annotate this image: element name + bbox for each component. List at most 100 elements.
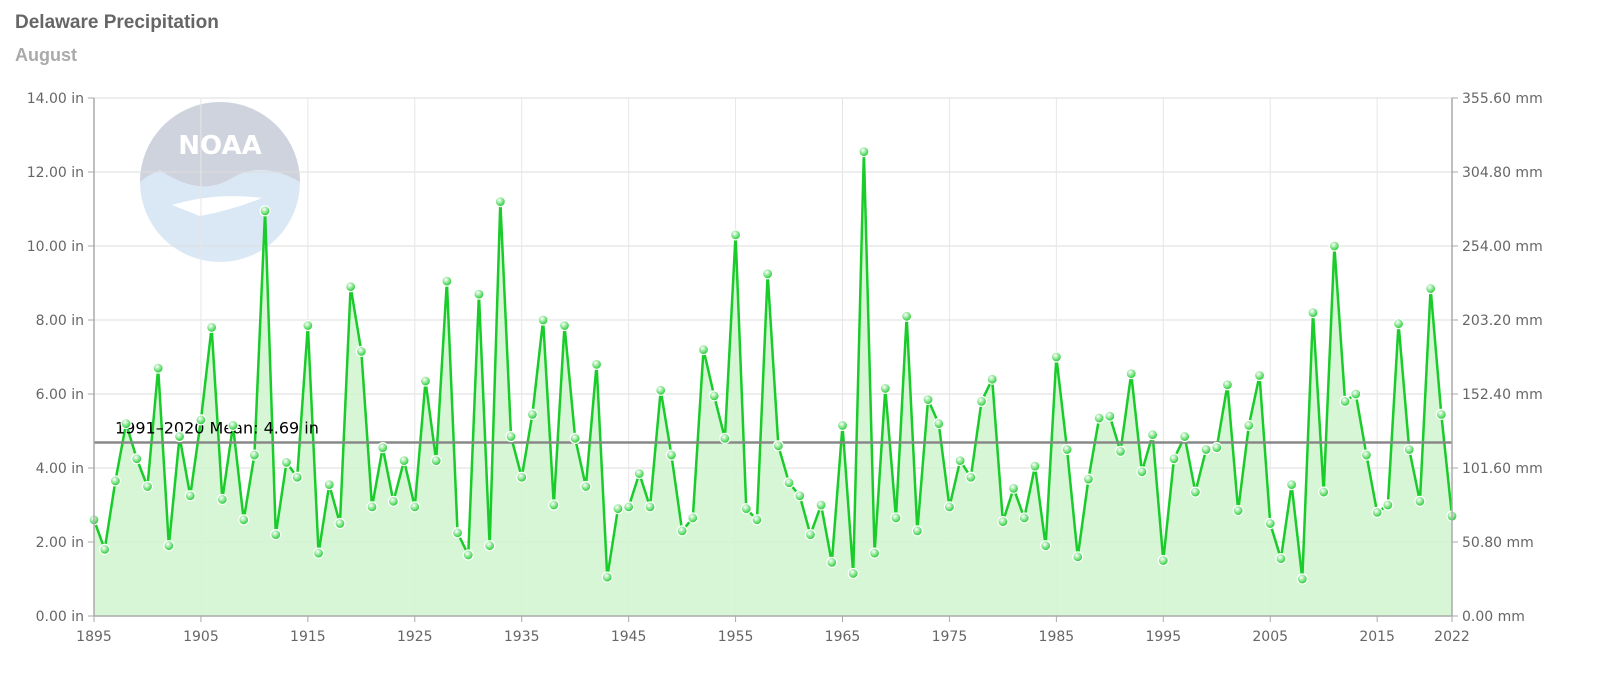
noaa-logo-icon: NOAA	[140, 102, 300, 262]
data-point	[1093, 412, 1105, 424]
data-point	[355, 345, 367, 358]
y-tick-label-right: 304.80 mm	[1462, 165, 1543, 181]
data-point	[687, 512, 699, 524]
data-point	[1200, 443, 1212, 456]
data-point	[345, 281, 357, 293]
x-tick-label: 1995	[1145, 629, 1181, 645]
data-point	[879, 382, 891, 395]
data-point	[836, 419, 849, 432]
data-point	[206, 321, 218, 333]
data-point	[323, 479, 335, 491]
data-point	[655, 384, 667, 396]
data-point	[302, 319, 314, 332]
data-point	[1007, 482, 1020, 494]
y-tick-label-right: 254.00 mm	[1462, 239, 1543, 255]
data-point	[1371, 506, 1383, 519]
data-point	[366, 501, 378, 513]
y-tick-label-right: 101.60 mm	[1462, 461, 1543, 477]
x-tick-label: 1945	[611, 629, 647, 645]
data-point	[858, 146, 870, 158]
data-point	[868, 547, 881, 559]
data-point	[1350, 388, 1362, 400]
data-point	[163, 540, 175, 552]
data-point	[1296, 573, 1308, 585]
data-point	[1146, 429, 1159, 441]
data-point	[1104, 410, 1116, 422]
data-point	[1082, 473, 1095, 485]
x-tick-label: 1925	[397, 629, 433, 645]
data-point	[1360, 449, 1373, 461]
data-point	[377, 442, 389, 454]
y-tick-label-right: 50.80 mm	[1462, 535, 1534, 551]
data-point	[612, 503, 624, 515]
data-point	[1328, 240, 1340, 252]
data-point	[537, 314, 549, 326]
data-point	[441, 275, 453, 287]
data-point	[1232, 504, 1244, 517]
data-point	[430, 455, 442, 467]
data-point	[1435, 408, 1447, 420]
x-tick-label: 2022	[1434, 629, 1470, 645]
mean-line-group: 1991–2020 Mean: 4.69 in	[94, 418, 1452, 444]
data-point	[120, 418, 132, 430]
data-point	[890, 512, 902, 524]
data-point	[216, 493, 228, 506]
data-point	[1264, 517, 1276, 530]
data-point	[1040, 540, 1052, 552]
data-point	[708, 390, 720, 402]
data-point	[975, 395, 988, 407]
precipitation-line	[92, 150, 1454, 581]
y-tick-label-left: 12.00 in	[27, 165, 84, 181]
data-point	[729, 229, 742, 241]
y-tick-label-left: 0.00 in	[36, 609, 84, 625]
data-point	[676, 525, 688, 537]
data-point	[248, 449, 260, 461]
y-tick-label-left: 8.00 in	[36, 313, 84, 329]
data-point	[826, 556, 838, 568]
data-point	[1403, 443, 1415, 456]
data-point	[933, 418, 945, 430]
data-point	[1114, 445, 1127, 457]
data-point	[99, 543, 111, 556]
data-point	[484, 540, 496, 552]
data-point	[601, 571, 613, 583]
data-point	[516, 471, 528, 483]
data-point	[1125, 368, 1137, 380]
chart-subtitle: August	[15, 45, 77, 65]
data-point	[901, 310, 913, 322]
data-point	[751, 514, 763, 526]
noaa-logo-text: NOAA	[178, 131, 261, 161]
data-point	[387, 495, 400, 507]
data-point	[1211, 442, 1223, 454]
data-point	[804, 528, 817, 541]
axes: 0.00 in 0.00 mm 2.00 in 50.80 mm 4.00 in 101.…	[27, 91, 1543, 645]
x-tick-label: 1905	[183, 629, 219, 645]
data-point	[1018, 512, 1030, 524]
data-point	[740, 503, 752, 515]
data-point	[195, 414, 207, 426]
x-tick-label: 2005	[1252, 629, 1288, 645]
data-point	[505, 430, 517, 443]
y-tick-label-right: 152.40 mm	[1462, 387, 1543, 403]
data-point	[986, 373, 998, 385]
data-points	[88, 146, 1458, 585]
x-tick-label: 1935	[504, 629, 540, 645]
data-point	[762, 268, 774, 280]
data-point	[1179, 430, 1191, 443]
data-point	[633, 467, 645, 480]
data-point	[1168, 453, 1180, 465]
data-point	[526, 408, 539, 420]
x-tick-label: 1955	[718, 629, 754, 645]
data-point	[280, 456, 293, 469]
data-point	[419, 375, 432, 387]
data-point	[131, 453, 143, 465]
data-point	[1029, 460, 1041, 472]
x-tick-label: 1895	[76, 629, 112, 645]
y-tick-label-left: 6.00 in	[36, 387, 84, 403]
y-tick-label-left: 10.00 in	[27, 239, 84, 255]
data-point	[1072, 551, 1084, 563]
data-point	[462, 549, 474, 561]
data-point	[954, 455, 966, 467]
data-point	[943, 501, 956, 513]
data-point	[665, 449, 678, 461]
